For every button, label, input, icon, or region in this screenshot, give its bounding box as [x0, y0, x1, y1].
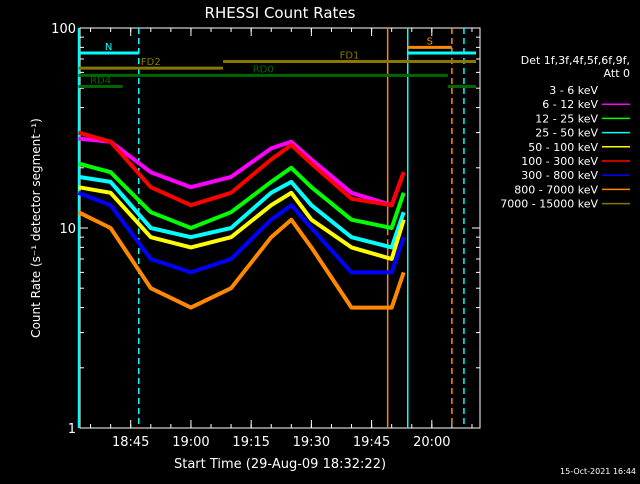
- legend-label: 12 - 25 keV: [535, 112, 598, 125]
- state-bar-label: S: [427, 36, 433, 47]
- series-line: [77, 130, 406, 208]
- series-line: [78, 136, 406, 208]
- legend-label: 25 - 50 keV: [535, 127, 598, 140]
- legend-label: 300 - 800 keV: [521, 169, 598, 182]
- y-axis-label: Count Rate (s⁻¹ detector segment⁻¹): [29, 118, 43, 338]
- y-tick-label: 1: [68, 422, 76, 437]
- x-tick-label: 19:00: [172, 435, 209, 450]
- series-line: [78, 174, 406, 250]
- legend-label: 800 - 7000 keV: [514, 183, 598, 196]
- x-axis-label: Start Time (29-Aug-09 18:32:22): [174, 457, 386, 472]
- legend-label: 50 - 100 keV: [528, 141, 598, 154]
- series-line: [77, 190, 406, 275]
- series-line: [78, 185, 406, 261]
- x-tick-label: 19:15: [232, 435, 269, 450]
- state-bar-label: N: [105, 42, 112, 53]
- x-tick-label: 19:30: [293, 435, 330, 450]
- state-bar-label: RD4: [90, 75, 111, 86]
- series-line: [77, 210, 406, 310]
- series-line: [77, 161, 406, 230]
- legend-label: 100 - 300 keV: [521, 155, 598, 168]
- plot-area: 1 10 100 18:45 19:00 19:15 19:30 19:45 20:00 N S FD…: [51, 22, 481, 450]
- state-bar-label: RD0: [253, 64, 274, 75]
- legend-header-2: Att 0: [604, 67, 630, 80]
- x-tick-label: 18:45: [112, 435, 149, 450]
- y-tick-label: 100: [51, 22, 76, 37]
- legend-header-1: Det 1f,3f,4f,5f,6f,9f,: [521, 54, 630, 67]
- state-bar-label: FD1: [340, 50, 360, 61]
- state-bar-label: FD2: [141, 57, 161, 68]
- chart-title: RHESSI Count Rates: [205, 4, 356, 22]
- x-tick-label: 20:00: [413, 435, 450, 450]
- legend-label: 3 - 6 keV: [549, 84, 598, 97]
- x-tick-label: 19:45: [353, 435, 390, 450]
- legend-label: 7000 - 15000 keV: [500, 198, 598, 211]
- legend-label: 6 - 12 keV: [542, 98, 598, 111]
- y-tick-label: 10: [59, 222, 76, 237]
- timestamp: 15-Oct-2021 16:44: [560, 467, 636, 476]
